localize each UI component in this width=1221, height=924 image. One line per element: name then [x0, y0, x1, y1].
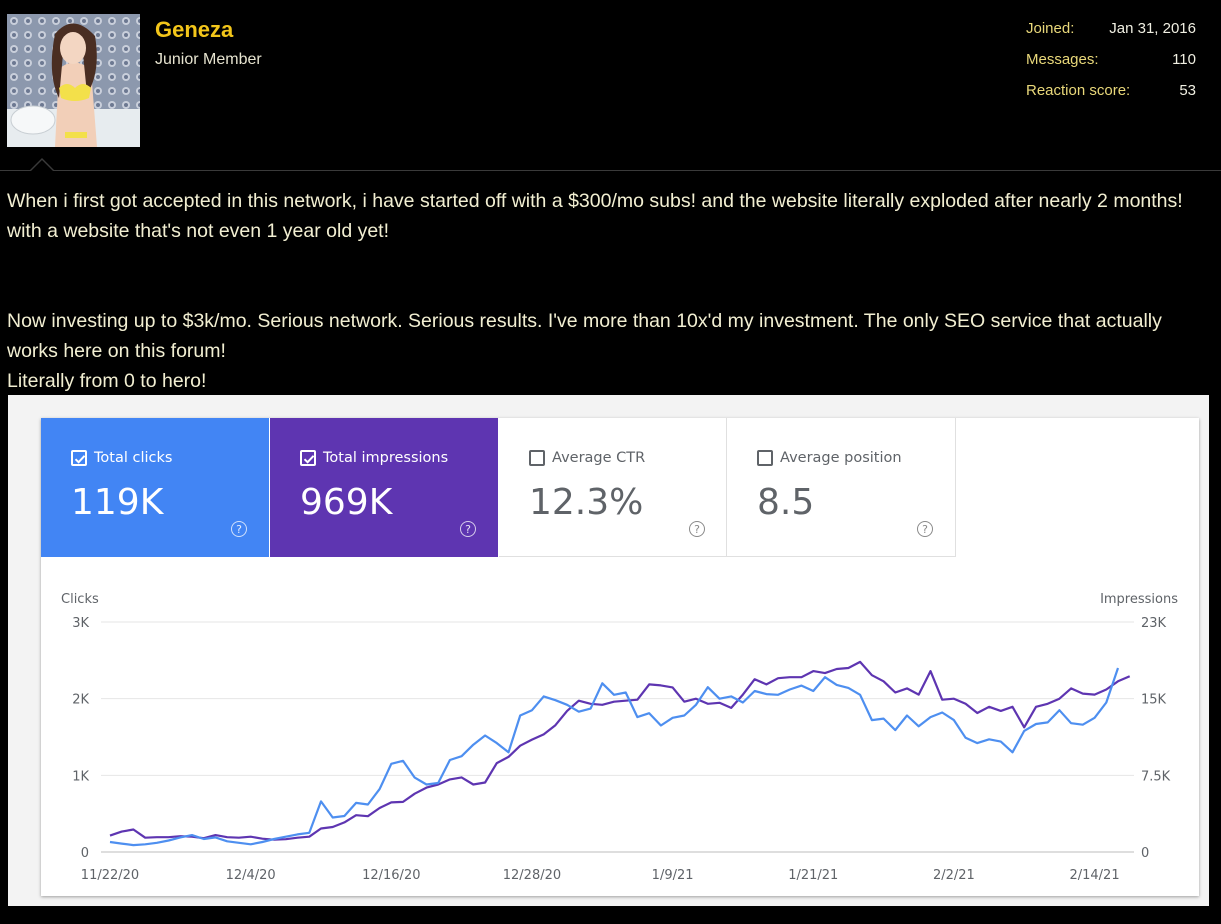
x-tick-label: 11/22/20	[81, 868, 139, 883]
post-paragraph: When i first got accepted in this networ…	[7, 190, 1183, 242]
checkbox-checked-icon[interactable]	[300, 450, 316, 466]
y-axis-title-left: Clicks	[61, 592, 99, 607]
y-tick-label-right: 0	[1141, 846, 1149, 861]
x-tick-label: 12/4/20	[226, 868, 276, 883]
help-icon[interactable]: ?	[917, 521, 933, 537]
y-tick-label-right: 7.5K	[1141, 769, 1171, 784]
stat-value: 110	[1172, 51, 1196, 68]
y-tick-label-left: 0	[81, 846, 89, 861]
checkbox-unchecked-icon[interactable]	[529, 450, 545, 466]
metric-label: Average CTR	[552, 450, 646, 466]
metric-label: Total impressions	[323, 450, 449, 466]
help-icon[interactable]: ?	[460, 521, 476, 537]
metric-value: 8.5	[757, 482, 815, 523]
post-paragraph: Literally from 0 to hero!	[7, 370, 207, 392]
stat-messages: Messages: 110	[1026, 49, 1196, 80]
metric-value: 12.3%	[529, 482, 644, 523]
user-title: Junior Member	[155, 51, 262, 68]
impressions-series-line	[109, 660, 1131, 841]
post-arrow-inner	[31, 160, 53, 171]
y-tick-label-right: 23K	[1141, 616, 1167, 631]
username[interactable]: Geneza	[155, 17, 234, 42]
checkbox-unchecked-icon[interactable]	[757, 450, 773, 466]
metric-label-row: Total impressions	[300, 450, 448, 466]
stat-joined: Joined: Jan 31, 2016	[1026, 18, 1196, 49]
checkbox-checked-icon[interactable]	[71, 450, 87, 466]
help-icon[interactable]: ?	[689, 521, 705, 537]
metric-average-ctr[interactable]: Average CTR 12.3% ?	[499, 418, 727, 557]
y-tick-label-right: 15K	[1141, 693, 1167, 708]
x-tick-label: 12/16/20	[362, 868, 420, 883]
x-tick-label: 2/14/21	[1069, 868, 1119, 883]
y-tick-label-left: 1K	[72, 769, 89, 784]
stat-value: Jan 31, 2016	[1109, 20, 1196, 37]
metric-value: 969K	[300, 482, 393, 523]
help-icon[interactable]: ?	[231, 521, 247, 537]
metric-average-position[interactable]: Average position 8.5 ?	[727, 418, 956, 557]
x-tick-label: 12/28/20	[503, 868, 561, 883]
metric-total-impressions[interactable]: Total impressions 969K ?	[270, 418, 498, 557]
stat-label: Reaction score:	[1026, 82, 1131, 99]
clicks-series-line	[109, 667, 1120, 847]
user-stats: Joined: Jan 31, 2016 Messages: 110 React…	[1026, 18, 1196, 111]
metric-label: Total clicks	[94, 450, 173, 466]
post-paragraph: Now investing up to $3k/mo. Serious netw…	[7, 310, 1162, 362]
x-tick-label: 2/2/21	[933, 868, 975, 883]
metric-label: Average position	[780, 450, 902, 466]
stat-value: 53	[1179, 82, 1196, 99]
stat-label: Joined:	[1026, 20, 1075, 37]
user-avatar[interactable]	[7, 14, 140, 147]
post-divider	[0, 170, 1221, 171]
y-axis-title-right: Impressions	[1100, 592, 1178, 607]
performance-card: Total clicks 119K ? Total impressions 96…	[41, 418, 1199, 896]
y-tick-label-left: 3K	[72, 616, 89, 631]
metric-label-row: Average position	[757, 450, 902, 466]
metric-label-row: Total clicks	[71, 450, 172, 466]
x-tick-label: 1/21/21	[788, 868, 838, 883]
stat-label: Messages:	[1026, 51, 1099, 68]
metric-total-clicks[interactable]: Total clicks 119K ?	[41, 418, 269, 557]
metric-label-row: Average CTR	[529, 450, 645, 466]
metric-value: 119K	[71, 482, 164, 523]
performance-chart: Clicks Impressions 0 0 1K 7.5K 2K 15K 3K 23K 11/22…	[61, 592, 1178, 883]
stat-reaction-score: Reaction score: 53	[1026, 80, 1196, 111]
x-tick-label: 1/9/21	[652, 868, 694, 883]
y-tick-label-left: 2K	[72, 693, 89, 708]
embedded-screenshot: Total clicks 119K ? Total impressions 96…	[8, 395, 1209, 906]
